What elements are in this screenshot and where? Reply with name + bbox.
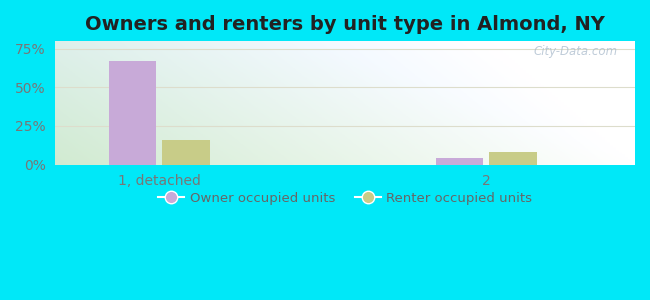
Title: Owners and renters by unit type in Almond, NY: Owners and renters by unit type in Almon…: [85, 15, 605, 34]
Text: City-Data.com: City-Data.com: [534, 45, 618, 58]
Bar: [109, 61, 157, 165]
Bar: [489, 152, 537, 165]
Bar: [436, 158, 484, 165]
Bar: [162, 140, 210, 165]
Legend: Owner occupied units, Renter occupied units: Owner occupied units, Renter occupied un…: [153, 186, 538, 210]
